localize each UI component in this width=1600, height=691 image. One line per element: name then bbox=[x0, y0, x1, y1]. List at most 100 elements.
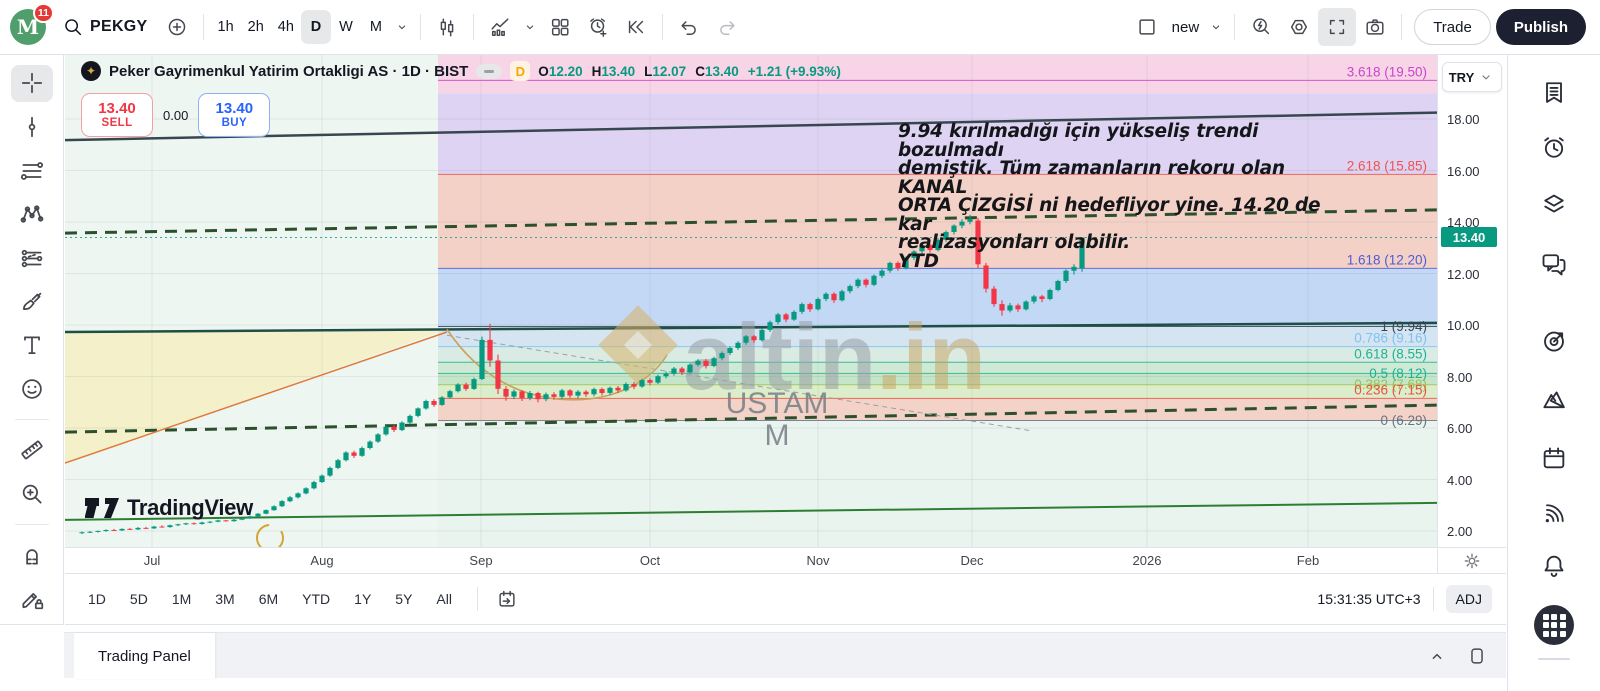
ohlc-change: +1.21 (+9.93%) bbox=[747, 63, 841, 79]
fib-tools[interactable] bbox=[11, 152, 53, 189]
news-panel-button[interactable] bbox=[1534, 494, 1574, 534]
redo-icon[interactable] bbox=[708, 8, 746, 46]
spread-value: 0.00 bbox=[163, 107, 189, 123]
text-tool[interactable] bbox=[11, 327, 53, 364]
currency-selector[interactable]: TRY bbox=[1442, 62, 1502, 92]
buy-button[interactable]: 13.40 BUY bbox=[198, 93, 271, 137]
alerts-panel-button[interactable] bbox=[1534, 128, 1574, 168]
toolbar-mid-icons bbox=[391, 8, 746, 46]
emoji-tool[interactable] bbox=[11, 370, 53, 407]
server-clock[interactable]: 15:31:35 UTC+3 bbox=[1317, 591, 1421, 607]
apps-grid-button[interactable] bbox=[1534, 605, 1574, 645]
zoom-in-tool[interactable] bbox=[11, 475, 53, 512]
chat-panel-button[interactable] bbox=[1534, 244, 1574, 284]
range-button-all[interactable]: All bbox=[436, 591, 452, 607]
buy-sell-widget: 13.40 SELL 0.00 13.40 BUY bbox=[81, 93, 271, 137]
watchlist-panel-button[interactable] bbox=[1534, 72, 1574, 112]
time-tick-sep: Sep bbox=[469, 553, 493, 568]
layout-name-button[interactable]: new bbox=[1171, 18, 1200, 36]
axis-settings-corner[interactable] bbox=[1437, 547, 1506, 573]
tradingview-attribution[interactable]: TradingView bbox=[85, 495, 253, 521]
candle-style-icon[interactable] bbox=[428, 8, 466, 46]
svg-text:1 (9.94): 1 (9.94) bbox=[1380, 319, 1427, 334]
calendar-panel-button[interactable] bbox=[1534, 438, 1574, 478]
notifications-panel-button[interactable] bbox=[1534, 546, 1574, 586]
range-button-5y[interactable]: 5Y bbox=[395, 591, 413, 607]
range-button-ytd[interactable]: YTD bbox=[302, 591, 331, 607]
price-axis[interactable]: TRY 18.00 16.00 14.00 12.00 10.00 8.00 6.00 4.0… bbox=[1437, 55, 1506, 547]
range-button-1y[interactable]: 1Y bbox=[354, 591, 372, 607]
interval-button-w[interactable]: W bbox=[339, 19, 353, 35]
interval-button-m[interactable]: M bbox=[369, 19, 382, 35]
go-to-date-button[interactable] bbox=[488, 580, 526, 618]
trading-panel-maximize-button[interactable] bbox=[1462, 641, 1492, 671]
ideas-panel-button[interactable] bbox=[1534, 321, 1574, 361]
user-menu-button[interactable]: M 11 bbox=[8, 3, 54, 49]
adj-toggle[interactable]: ADJ bbox=[1445, 585, 1492, 613]
layout-grid-icon[interactable] bbox=[541, 8, 579, 46]
sell-price: 13.40 bbox=[98, 100, 136, 118]
interval-button-d[interactable]: D bbox=[300, 10, 331, 44]
minds-panel-button[interactable] bbox=[1534, 379, 1574, 419]
magnet-tool[interactable] bbox=[11, 537, 53, 574]
time-axis[interactable]: Jul Aug Sep Oct Nov Dec 2026 Feb bbox=[65, 547, 1437, 573]
trading-panel-tab[interactable]: Trading Panel bbox=[74, 633, 215, 679]
projection-tools[interactable] bbox=[11, 239, 53, 276]
alert-plus-icon[interactable] bbox=[579, 8, 617, 46]
save-layout-box-icon[interactable] bbox=[1128, 8, 1166, 46]
interval-button-2h[interactable]: 2h bbox=[247, 19, 264, 35]
trading-panel-collapse-button[interactable] bbox=[1422, 641, 1452, 671]
pattern-tools[interactable] bbox=[11, 196, 53, 233]
toolbar-right: new Trade Publish bbox=[1128, 8, 1592, 46]
symbol-search-button[interactable]: PEKGY bbox=[58, 8, 158, 46]
right-sidebar bbox=[1507, 55, 1600, 691]
quick-search-icon[interactable] bbox=[1242, 8, 1280, 46]
interval-button-1h[interactable]: 1h bbox=[217, 19, 234, 35]
chevron-up-icon bbox=[1426, 645, 1448, 667]
crosshair-tool[interactable] bbox=[10, 65, 53, 102]
last-price-badge: 13.40 bbox=[1441, 227, 1497, 248]
price-tick: 4.00 bbox=[1447, 472, 1473, 488]
range-button-5d[interactable]: 5D bbox=[129, 591, 148, 607]
svg-text:0.5 (8.12): 0.5 (8.12) bbox=[1369, 366, 1427, 381]
chart-pane: altin.in USTAM M 3.618 (19.50) 2.618 (15.85)… bbox=[65, 55, 1437, 547]
add-symbol-button[interactable] bbox=[158, 8, 196, 46]
symbol-logo-icon: ✦ bbox=[81, 61, 101, 81]
chart-legend[interactable]: ✦ Peker Gayrimenkul Yatirim Ortakligi AS… bbox=[81, 61, 841, 81]
indicators-icon[interactable] bbox=[481, 8, 519, 46]
time-tick-oct: Oct bbox=[639, 553, 661, 568]
object-tree-panel-button[interactable] bbox=[1534, 184, 1574, 224]
replay-icon[interactable] bbox=[617, 8, 655, 46]
svg-text:2.618 (15.85): 2.618 (15.85) bbox=[1347, 158, 1427, 173]
lock-drawings-tool[interactable] bbox=[11, 580, 53, 617]
layout-chevron-icon[interactable] bbox=[1205, 8, 1227, 46]
svg-text:USTAM: USTAM bbox=[726, 387, 829, 420]
trade-button[interactable]: Trade bbox=[1414, 9, 1491, 45]
snapshot-icon[interactable] bbox=[1356, 8, 1394, 46]
range-button-1m[interactable]: 1M bbox=[171, 591, 192, 607]
price-tick: 8.00 bbox=[1447, 369, 1473, 385]
indicators-chevron-icon[interactable] bbox=[519, 8, 541, 46]
svg-text:altin.in: altin.in bbox=[683, 304, 986, 409]
publish-button[interactable]: Publish bbox=[1495, 9, 1586, 45]
buy-price: 13.40 bbox=[215, 100, 254, 118]
settings-icon[interactable] bbox=[1280, 8, 1318, 46]
chevron-down-icon bbox=[1477, 68, 1495, 86]
range-button-1d[interactable]: 1D bbox=[88, 591, 106, 607]
brush-tool[interactable] bbox=[11, 283, 53, 320]
measure-tool[interactable] bbox=[11, 432, 53, 469]
sell-button[interactable]: 13.40 SELL bbox=[81, 93, 153, 137]
undo-icon[interactable] bbox=[670, 8, 708, 46]
range-button-3m[interactable]: 3M bbox=[215, 591, 235, 607]
range-button-6m[interactable]: 6M bbox=[258, 591, 279, 607]
trend-line-tool[interactable] bbox=[11, 109, 53, 146]
legend-more-button[interactable] bbox=[476, 63, 503, 79]
divider bbox=[14, 418, 49, 420]
fullscreen-icon[interactable] bbox=[1318, 8, 1357, 46]
interval-chevron-icon[interactable] bbox=[391, 8, 413, 46]
divider bbox=[1234, 14, 1236, 40]
chart-text-annotation[interactable]: 9.94 kırılmadığı için yükseliş trendi bo… bbox=[898, 121, 1321, 272]
interval-button-4h[interactable]: 4h bbox=[277, 19, 294, 35]
